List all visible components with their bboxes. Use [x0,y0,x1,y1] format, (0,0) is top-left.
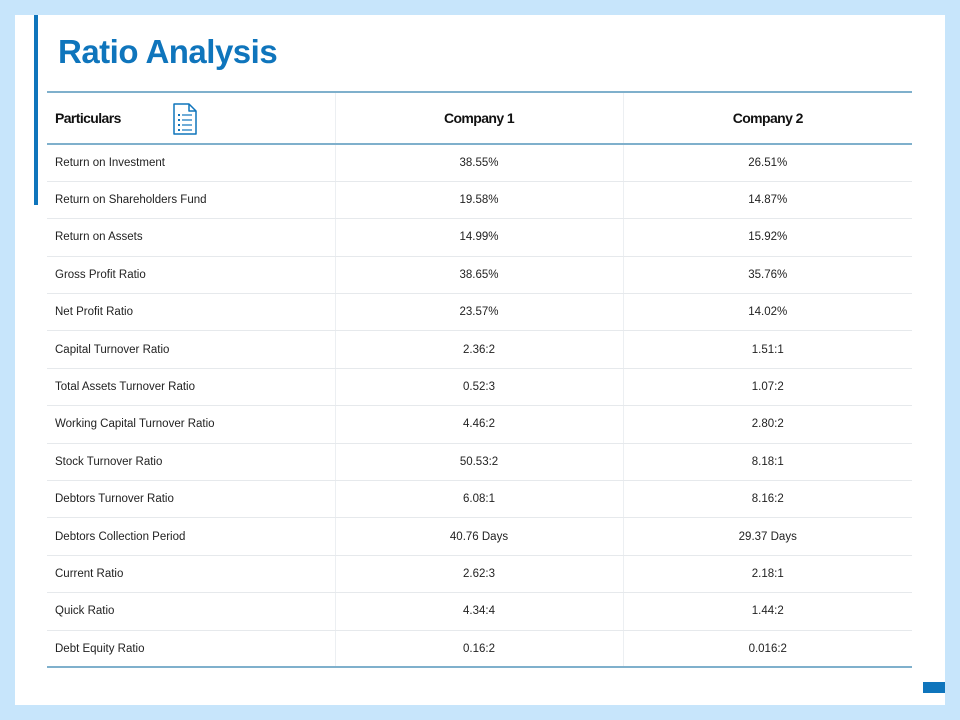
company-2-value-cell: 8.16:2 [622,480,912,519]
ratio-table-container: Particulars [47,91,912,669]
company-2-value-cell: 2.80:2 [622,405,912,444]
particular-cell: Debtors Collection Period [47,517,335,556]
company-2-value-cell: 1.07:2 [622,368,912,407]
particular-cell: Total Assets Turnover Ratio [47,368,335,407]
document-list-icon [173,103,197,135]
company-2-value-cell: 2.18:1 [622,555,912,594]
company-1-value-cell: 38.55% [334,144,623,182]
company-1-value-cell: 2.62:3 [334,555,623,594]
table-body: Return on Investment 38.55% 26.51% Return o… [47,144,912,669]
particular-cell: Quick Ratio [47,592,335,631]
particular-cell: Return on Investment [47,144,335,182]
title-accent-bar [34,15,38,205]
company-1-value-cell: 6.08:1 [334,480,623,519]
particular-cell: Current Ratio [47,555,335,594]
page-title: Ratio Analysis [58,33,278,70]
particular-cell: Net Profit Ratio [47,293,335,332]
ratio-table: Particulars [47,91,912,669]
company-2-value-cell: 14.87% [622,181,912,220]
particular-cell: Working Capital Turnover Ratio [47,405,335,444]
company-1-value-cell: 14.99% [334,218,623,257]
company-1-value-cell: 23.57% [334,293,623,332]
company-1-value-cell: 4.46:2 [334,405,623,444]
company-2-value-cell: 29.37 Days [622,517,912,556]
company-1-value-cell: 38.65% [334,256,623,295]
column-header-company-2: Company 2 [622,91,912,145]
slide: Ratio Analysis Particulars [15,15,945,705]
corner-accent-mark [923,682,945,693]
table-row: Return on Assets 14.99% 15.92% [47,218,912,257]
particular-cell: Gross Profit Ratio [47,256,335,295]
company-2-value-cell: 14.02% [622,293,912,332]
table-row: Capital Turnover Ratio 2.36:2 1.51:1 [47,330,912,369]
column-header-particulars: Particulars [47,91,335,145]
column-header-label: Particulars [55,110,121,126]
table-row: Net Profit Ratio 23.57% 14.02% [47,293,912,332]
company-1-value-cell: 40.76 Days [334,517,623,556]
company-1-value-cell: 2.36:2 [334,330,623,369]
company-2-value-cell: 26.51% [622,144,912,182]
table-row: Debtors Turnover Ratio 6.08:1 8.16:2 [47,480,912,519]
company-2-value-cell: 8.18:1 [622,443,912,482]
particular-cell: Debtors Turnover Ratio [47,480,335,519]
column-header-company-1: Company 1 [334,91,623,145]
company-1-value-cell: 19.58% [334,181,623,220]
table-row: Quick Ratio 4.34:4 1.44:2 [47,592,912,631]
table-header-row: Particulars [47,91,912,145]
particular-cell: Return on Shareholders Fund [47,181,335,220]
table-row: Debt Equity Ratio 0.16:2 0.016:2 [47,630,912,669]
table-row: Return on Investment 38.55% 26.51% [47,144,912,182]
company-2-value-cell: 15.92% [622,218,912,257]
company-2-value-cell: 0.016:2 [622,630,912,669]
table-row: Return on Shareholders Fund 19.58% 14.87% [47,181,912,220]
company-1-value-cell: 50.53:2 [334,443,623,482]
company-2-value-cell: 1.44:2 [622,592,912,631]
table-row: Current Ratio 2.62:3 2.18:1 [47,555,912,594]
company-2-value-cell: 35.76% [622,256,912,295]
table-row: Stock Turnover Ratio 50.53:2 8.18:1 [47,443,912,482]
table-row: Total Assets Turnover Ratio 0.52:3 1.07:2 [47,368,912,407]
company-1-value-cell: 4.34:4 [334,592,623,631]
table-row: Debtors Collection Period 40.76 Days 29.37… [47,517,912,556]
particular-cell: Stock Turnover Ratio [47,443,335,482]
particular-cell: Return on Assets [47,218,335,257]
company-2-value-cell: 1.51:1 [622,330,912,369]
table-row: Working Capital Turnover Ratio 4.46:2 2.80… [47,405,912,444]
particular-cell: Capital Turnover Ratio [47,330,335,369]
table-row: Gross Profit Ratio 38.65% 35.76% [47,256,912,295]
company-1-value-cell: 0.52:3 [334,368,623,407]
particular-cell: Debt Equity Ratio [47,630,335,669]
company-1-value-cell: 0.16:2 [334,630,623,669]
